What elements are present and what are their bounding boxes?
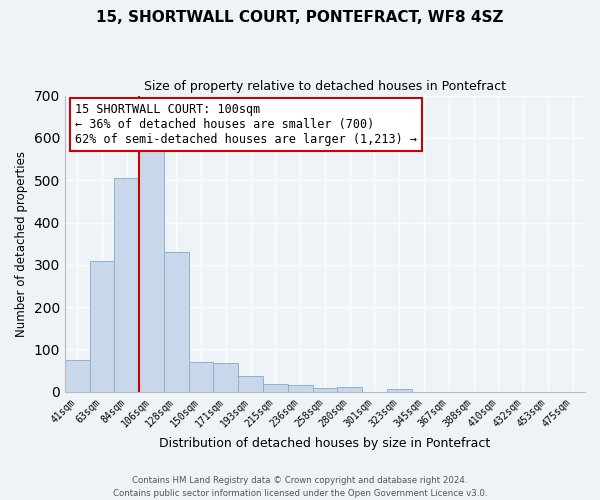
Title: Size of property relative to detached houses in Pontefract: Size of property relative to detached ho… [144,80,506,93]
Y-axis label: Number of detached properties: Number of detached properties [15,150,28,336]
Bar [288,386,313,392]
Bar [115,178,139,392]
Bar [89,260,115,392]
Bar [337,386,362,392]
Text: 15, SHORTWALL COURT, PONTEFRACT, WF8 4SZ: 15, SHORTWALL COURT, PONTEFRACT, WF8 4SZ [96,10,504,25]
Bar [164,252,188,392]
Bar [263,384,288,392]
Bar [214,363,238,392]
Bar [313,388,337,392]
X-axis label: Distribution of detached houses by size in Pontefract: Distribution of detached houses by size … [159,437,491,450]
Bar [139,148,164,392]
Bar [238,376,263,392]
Text: Contains HM Land Registry data © Crown copyright and database right 2024.
Contai: Contains HM Land Registry data © Crown c… [113,476,487,498]
Bar [188,362,214,392]
Text: 15 SHORTWALL COURT: 100sqm
← 36% of detached houses are smaller (700)
62% of sem: 15 SHORTWALL COURT: 100sqm ← 36% of deta… [75,103,417,146]
Bar [65,360,89,392]
Bar [387,389,412,392]
